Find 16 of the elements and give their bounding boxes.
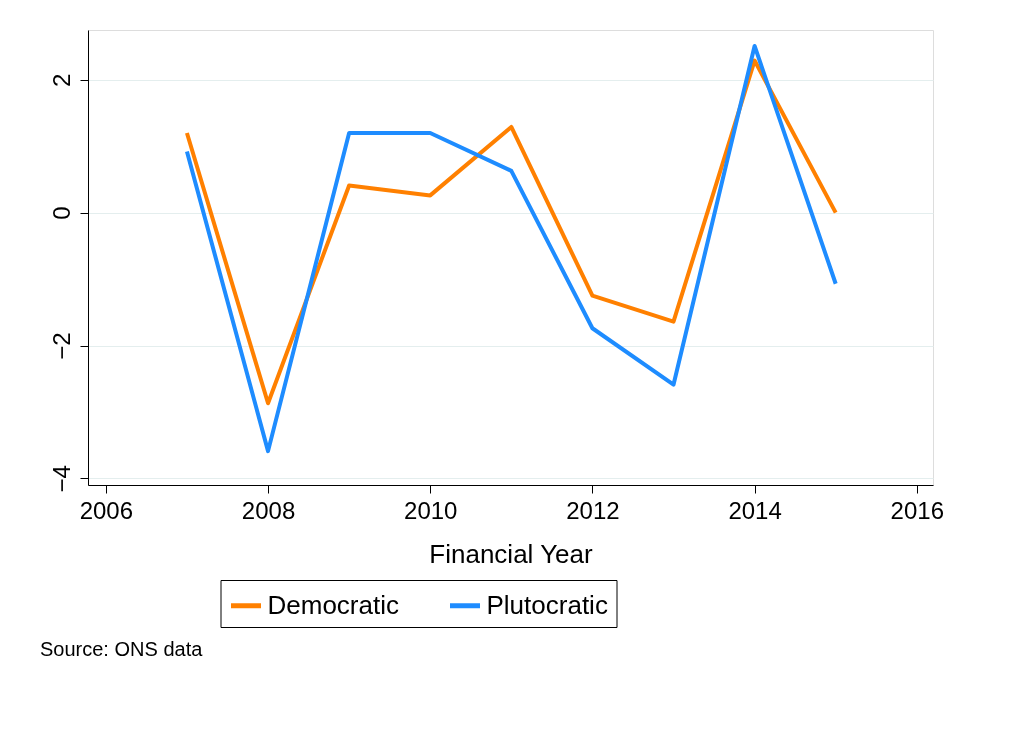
x-tick-label: 2006 — [79, 496, 134, 524]
x-tick-label: 2014 — [728, 496, 782, 524]
y-tick-label: −4 — [47, 465, 75, 493]
x-axis-title: Financial Year — [429, 538, 594, 569]
line-series — [184, 58, 838, 406]
legend-label: Democratic — [267, 589, 399, 620]
source-note: Source: ONS data — [40, 637, 204, 660]
y-tick-label: 0 — [47, 206, 75, 220]
x-tick-label: 2010 — [404, 496, 458, 524]
x-tick-label: 2016 — [890, 496, 944, 524]
x-tick-label: 2008 — [241, 496, 296, 524]
legend-label: Plutocratic — [486, 589, 608, 620]
line-series — [184, 43, 838, 454]
y-tick-label: −2 — [47, 332, 75, 360]
y-tick-label: 2 — [47, 73, 75, 87]
x-tick-label: 2012 — [566, 496, 620, 524]
